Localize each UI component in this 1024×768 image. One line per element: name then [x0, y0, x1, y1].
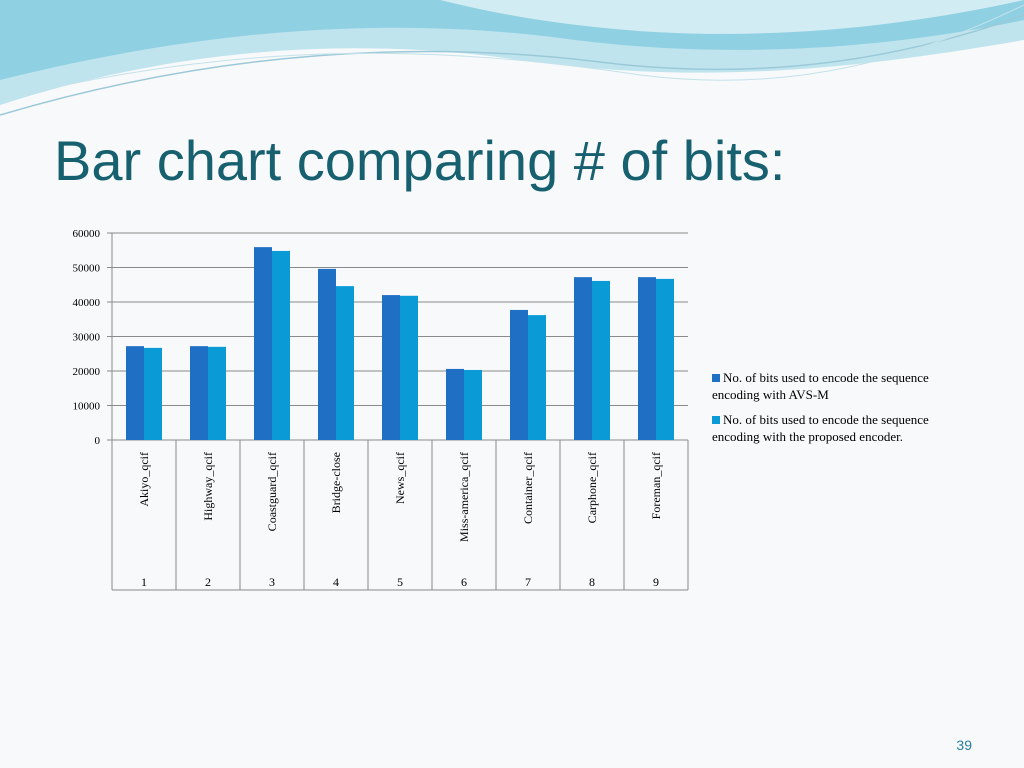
bar	[208, 346, 226, 440]
bar	[254, 247, 272, 440]
x-tick-label: News_qcif	[393, 452, 407, 504]
y-tick-label: 10000	[73, 401, 101, 413]
y-tick-label: 50000	[73, 263, 101, 275]
legend-label: No. of bits used to encode the sequence …	[712, 370, 929, 402]
page-number: 39	[956, 737, 972, 753]
y-tick-label: 0	[95, 435, 101, 447]
bar	[336, 286, 354, 440]
x-group-label: 4	[333, 575, 339, 589]
x-group-label: 2	[205, 575, 211, 589]
bar	[574, 277, 592, 440]
x-tick-label: Container_qcif	[521, 452, 535, 524]
bar	[272, 250, 290, 440]
x-group-label: 5	[397, 575, 403, 589]
legend-label: No. of bits used to encode the sequence …	[712, 412, 929, 444]
bar	[656, 278, 674, 440]
bar	[190, 346, 208, 440]
y-tick-label: 20000	[73, 366, 101, 378]
x-tick-label: Foreman_qcif	[649, 452, 663, 519]
y-tick-label: 30000	[73, 332, 101, 344]
x-group-label: 1	[141, 575, 147, 589]
header-line	[0, 4, 1024, 101]
x-group-label: 7	[525, 575, 531, 589]
bar	[446, 368, 464, 440]
bar	[400, 295, 418, 440]
bar	[144, 347, 162, 440]
x-tick-label: Highway_qcif	[201, 452, 215, 521]
slide-title: Bar chart comparing # of bits:	[54, 129, 786, 192]
x-tick-label: Miss-america_qcif	[457, 452, 471, 542]
legend-swatch	[712, 374, 720, 382]
legend-swatch	[712, 416, 720, 424]
x-group-label: 8	[589, 575, 595, 589]
header-wave	[440, 0, 1024, 34]
bar	[318, 268, 336, 440]
y-tick-label: 60000	[73, 228, 101, 240]
x-tick-label: Bridge-close	[329, 452, 343, 513]
bar	[382, 295, 400, 440]
x-tick-label: Carphone_qcif	[585, 452, 599, 523]
bar	[528, 315, 546, 440]
x-tick-label: Akiyo_qcif	[137, 452, 151, 507]
bar	[464, 369, 482, 440]
header-line	[0, 14, 1024, 116]
x-group-label: 6	[461, 575, 467, 589]
x-group-label: 9	[653, 575, 659, 589]
y-tick-label: 40000	[73, 297, 101, 309]
bar	[592, 280, 610, 440]
bar	[126, 346, 144, 440]
bar	[510, 309, 528, 440]
x-group-label: 3	[269, 575, 275, 589]
legend-item: No. of bits used to encode the sequence …	[712, 411, 972, 445]
x-tick-label: Coastguard_qcif	[265, 452, 279, 531]
bar	[638, 277, 656, 440]
legend-item: No. of bits used to encode the sequence …	[712, 369, 972, 403]
